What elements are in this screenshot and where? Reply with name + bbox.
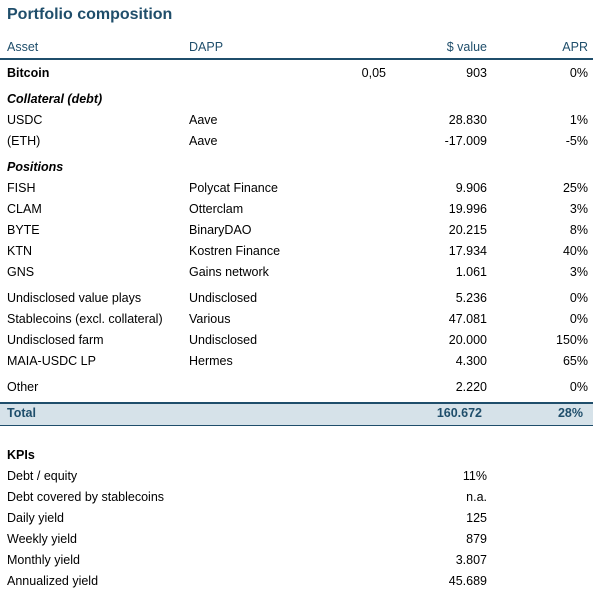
total-label: Total [7, 406, 36, 420]
kpi-row: Daily yield 125 [0, 508, 598, 529]
apr-cell: 8% [569, 223, 588, 237]
value-cell: 4.300 [455, 354, 487, 368]
kpi-value: 125 [466, 511, 487, 525]
apr-cell: 0% [569, 66, 588, 80]
asset-cell: CLAM [7, 202, 42, 216]
table-row: KTN Kostren Finance 17.934 40% [0, 241, 598, 262]
dapp-cell: Aave [189, 134, 218, 148]
asset-cell: KTN [7, 244, 32, 258]
kpi-row: Annualized yield 45.689 [0, 571, 598, 592]
dapp-cell: BinaryDAO [189, 223, 252, 237]
table-row: Stablecoins (excl. collateral) Various 4… [0, 309, 598, 330]
table-row: MAIA-USDC LP Hermes 4.300 65% [0, 351, 598, 372]
apr-cell: 3% [569, 202, 588, 216]
total-apr: 28% [557, 406, 583, 420]
page-title: Portfolio composition [7, 6, 173, 23]
kpi-label: Debt / equity [7, 469, 78, 483]
asset-cell: Undisclosed farm [7, 333, 104, 347]
kpi-row: Debt covered by stablecoins n.a. [0, 487, 598, 508]
total-value: 160.672 [436, 406, 482, 420]
kpi-row: Monthly yield 3.807 [0, 550, 598, 571]
asset-cell: MAIA-USDC LP [7, 354, 96, 368]
apr-cell: 1% [569, 113, 588, 127]
dapp-cell: Polycat Finance [189, 181, 278, 195]
dapp-cell: Various [189, 312, 231, 326]
kpi-value: n.a. [466, 490, 487, 504]
apr-cell: -5% [565, 134, 588, 148]
kpi-label: Weekly yield [7, 532, 77, 546]
section-label: Collateral (debt) [7, 92, 103, 106]
kpi-title: KPIs [7, 448, 35, 462]
table-row-bitcoin: Bitcoin 0,05 903 0% [0, 63, 598, 84]
dapp-cell: Undisclosed [189, 291, 258, 305]
header-apr: APR [562, 40, 588, 54]
header-value: $ value [446, 40, 487, 54]
dapp-cell: Gains network [189, 265, 269, 279]
table-row: USDC Aave 28.830 1% [0, 110, 598, 131]
value-cell: 20.000 [448, 333, 487, 347]
table-row: CLAM Otterclam 19.996 3% [0, 199, 598, 220]
table-row: Undisclosed farm Undisclosed 20.000 150% [0, 330, 598, 351]
section-heading-collateral: Collateral (debt) [0, 89, 598, 110]
value-cell: 9.906 [455, 181, 487, 195]
total-row: Total 160.672 28% [0, 402, 593, 426]
kpi-value: 3.807 [455, 553, 487, 567]
value-cell: 2.220 [455, 380, 487, 394]
amount-cell: 0,05 [361, 66, 386, 80]
value-cell: -17.009 [444, 134, 487, 148]
table-row: (ETH) Aave -17.009 -5% [0, 131, 598, 152]
dapp-cell: Aave [189, 113, 218, 127]
apr-cell: 0% [569, 291, 588, 305]
asset-cell: Other [7, 380, 39, 394]
table-row-other: Other 2.220 0% [0, 377, 598, 398]
asset-cell: Undisclosed value plays [7, 291, 142, 305]
kpi-heading: KPIs [0, 445, 598, 466]
table-row: GNS Gains network 1.061 3% [0, 262, 598, 283]
value-cell: 28.830 [448, 113, 487, 127]
apr-cell: 65% [562, 354, 588, 368]
apr-cell: 150% [556, 333, 588, 347]
kpi-value: 11% [462, 469, 487, 483]
value-cell: 19.996 [448, 202, 487, 216]
value-cell: 903 [466, 66, 487, 80]
kpi-row: Weekly yield 879 [0, 529, 598, 550]
apr-cell: 3% [569, 265, 588, 279]
asset-cell: (ETH) [7, 134, 41, 148]
asset-cell: USDC [7, 113, 43, 127]
kpi-value: 879 [466, 532, 487, 546]
value-cell: 17.934 [448, 244, 487, 258]
value-cell: 47.081 [448, 312, 487, 326]
apr-cell: 0% [569, 312, 588, 326]
apr-cell: 25% [562, 181, 588, 195]
table-row: FISH Polycat Finance 9.906 25% [0, 178, 598, 199]
kpi-value: 45.689 [448, 574, 487, 588]
dapp-cell: Otterclam [189, 202, 244, 216]
value-cell: 20.215 [448, 223, 487, 237]
apr-cell: 40% [562, 244, 588, 258]
value-cell: 1.061 [455, 265, 487, 279]
kpi-label: Annualized yield [7, 574, 99, 588]
kpi-row: Debt / equity 11% [0, 466, 598, 487]
header-asset: Asset [7, 40, 39, 54]
header-dapp: DAPP [189, 40, 224, 54]
section-heading-positions: Positions [0, 157, 598, 178]
dapp-cell: Undisclosed [189, 333, 258, 347]
asset-cell: FISH [7, 181, 36, 195]
table-row: Undisclosed value plays Undisclosed 5.23… [0, 288, 598, 309]
kpi-label: Monthly yield [7, 553, 80, 567]
dapp-cell: Kostren Finance [189, 244, 281, 258]
asset-cell: Bitcoin [7, 66, 50, 80]
kpi-label: Debt covered by stablecoins [7, 490, 165, 504]
asset-cell: GNS [7, 265, 35, 279]
table-header: Asset DAPP $ value APR [0, 37, 598, 58]
kpi-label: Daily yield [7, 511, 64, 525]
header-divider [0, 58, 593, 60]
asset-cell: Stablecoins (excl. collateral) [7, 312, 163, 326]
asset-cell: BYTE [7, 223, 40, 237]
table-row: BYTE BinaryDAO 20.215 8% [0, 220, 598, 241]
dapp-cell: Hermes [189, 354, 233, 368]
value-cell: 5.236 [455, 291, 487, 305]
apr-cell: 0% [569, 380, 588, 394]
section-label: Positions [7, 160, 64, 174]
